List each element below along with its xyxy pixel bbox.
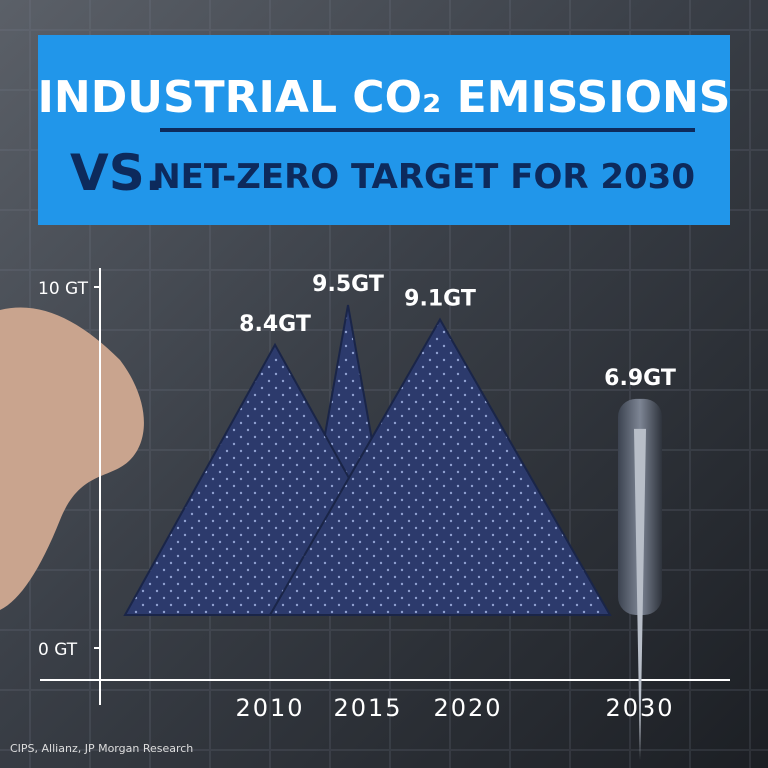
x-tick-label: 2020 xyxy=(433,694,502,722)
subtitle: NET-ZERO TARGET FOR 2030 xyxy=(152,157,695,197)
title: INDUSTRIAL CO₂ EMISSIONS xyxy=(38,72,731,123)
title-prefix: VS. xyxy=(70,144,164,202)
value-label: 8.4GT xyxy=(239,312,311,337)
y-tick-label: 10 GT xyxy=(38,279,89,299)
x-tick-label: 2015 xyxy=(333,694,402,722)
hand xyxy=(0,307,144,610)
x-tick-label: 2010 xyxy=(235,694,304,722)
source: CIPS, Allianz, JP Morgan Research xyxy=(10,742,193,755)
value-label: 9.1GT xyxy=(404,286,476,311)
pen-clip xyxy=(634,428,646,760)
value-label: 6.9GT xyxy=(604,366,676,391)
value-label: 9.5GT xyxy=(312,272,384,297)
y-tick-label: 0 GT xyxy=(38,640,78,660)
pocket-square xyxy=(268,317,612,616)
x-tick-label: 2030 xyxy=(605,694,674,722)
